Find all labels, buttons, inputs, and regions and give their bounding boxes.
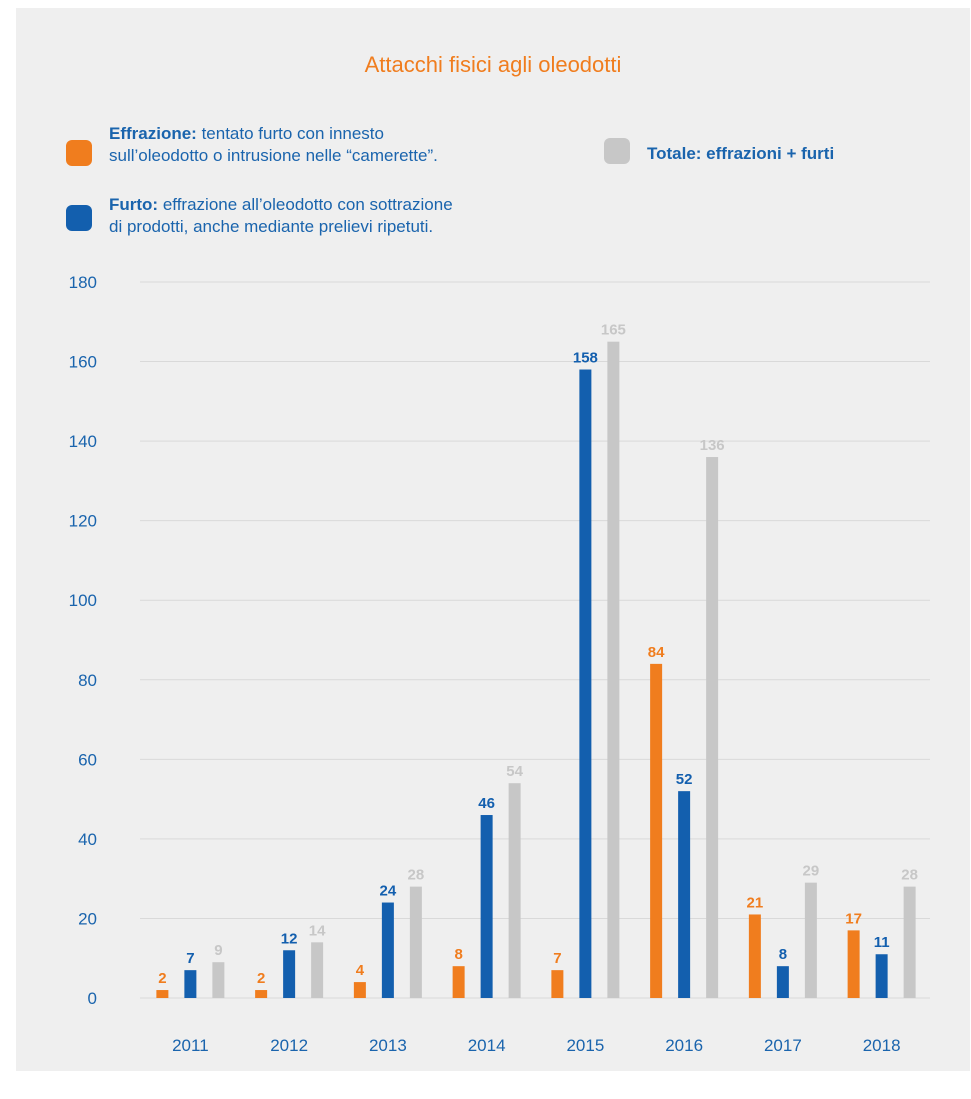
data-label: 29 xyxy=(803,863,820,880)
y-tick-label: 80 xyxy=(78,671,97,690)
chart-title: Attacchi fisici agli oleodotti xyxy=(364,52,622,77)
x-tick-label: 2018 xyxy=(863,1036,901,1055)
bar-furto xyxy=(184,970,197,998)
x-tick-label: 2012 xyxy=(270,1036,308,1055)
y-tick-label: 40 xyxy=(78,830,97,849)
data-label: 136 xyxy=(700,437,725,454)
bar-totale xyxy=(311,942,324,998)
legend-swatch-effrazione xyxy=(66,140,92,166)
data-label: 24 xyxy=(380,883,397,900)
y-tick-label: 160 xyxy=(69,353,97,372)
legend-totale: Totale: effrazioni + furti xyxy=(647,143,947,165)
legend-furto-line2: di prodotti, anche mediante prelievi rip… xyxy=(109,217,434,236)
data-label: 4 xyxy=(356,962,365,979)
data-label: 2 xyxy=(257,970,265,987)
data-label: 2 xyxy=(158,970,166,987)
legend-furto-term: Furto: xyxy=(109,195,159,214)
data-label: 46 xyxy=(478,795,495,812)
bar-totale xyxy=(706,457,719,998)
data-label: 7 xyxy=(553,950,561,967)
x-tick-label: 2014 xyxy=(468,1036,506,1055)
data-label: 28 xyxy=(408,867,425,884)
bar-furto xyxy=(381,902,394,998)
data-label: 54 xyxy=(506,763,523,780)
y-tick-label: 120 xyxy=(69,512,97,531)
bar-totale xyxy=(903,886,916,998)
data-label: 8 xyxy=(454,946,462,963)
x-tick-label: 2013 xyxy=(369,1036,407,1055)
bar-totale xyxy=(409,886,422,998)
data-label: 17 xyxy=(845,910,862,927)
y-tick-label: 20 xyxy=(78,909,97,928)
bar-effrazione xyxy=(353,982,366,998)
x-tick-label: 2017 xyxy=(764,1036,802,1055)
bar-effrazione xyxy=(650,663,663,998)
data-label: 11 xyxy=(874,934,890,951)
data-label: 21 xyxy=(747,894,764,911)
x-tick-label: 2016 xyxy=(665,1036,703,1055)
x-tick-label: 2015 xyxy=(566,1036,604,1055)
bar-totale xyxy=(607,341,620,999)
data-label: 12 xyxy=(281,930,298,947)
bar-furto xyxy=(678,791,691,998)
chart-panel: Attacchi fisici agli oleodotti xyxy=(16,8,970,1071)
data-label: 14 xyxy=(309,922,326,939)
legend-swatch-totale xyxy=(604,138,630,164)
bar-effrazione xyxy=(551,970,564,998)
bar-totale xyxy=(508,783,521,998)
legend-furto: Furto: effrazione all’oleodotto con sott… xyxy=(109,194,579,238)
legend-effrazione-line1: tentato furto con innesto xyxy=(201,124,384,143)
x-tick-label: 2011 xyxy=(172,1036,209,1055)
legend-furto-line1: effrazione all’oleodotto con sottrazione xyxy=(162,195,453,214)
data-label: 7 xyxy=(186,950,194,967)
data-label: 28 xyxy=(901,867,918,884)
y-tick-label: 180 xyxy=(69,273,97,292)
bar-effrazione xyxy=(452,966,465,998)
bar-furto xyxy=(875,954,888,998)
legend-totale-term: Totale: effrazioni + furti xyxy=(647,144,835,163)
data-label: 8 xyxy=(779,946,787,963)
bar-furto xyxy=(579,369,592,998)
y-tick-label: 140 xyxy=(69,432,97,451)
y-tick-label: 100 xyxy=(69,591,97,610)
bar-effrazione xyxy=(847,930,860,998)
legend-effrazione-term: Effrazione: xyxy=(109,124,197,143)
bar-totale xyxy=(804,882,817,998)
bar-effrazione xyxy=(156,990,169,998)
y-tick-label: 0 xyxy=(88,989,97,1008)
data-label: 52 xyxy=(676,771,693,788)
data-label: 84 xyxy=(648,644,665,661)
bar-effrazione xyxy=(255,990,268,998)
bar-furto xyxy=(283,950,296,998)
data-label: 158 xyxy=(573,350,598,367)
data-label: 165 xyxy=(601,322,626,339)
bar-furto xyxy=(776,966,789,998)
data-label: 9 xyxy=(214,942,222,959)
bar-totale xyxy=(212,962,225,998)
legend-effrazione-line2: sull’oleodotto o intrusione nelle “camer… xyxy=(109,146,438,165)
legend-swatch-furto xyxy=(66,205,92,231)
y-tick-label: 60 xyxy=(78,750,97,769)
bar-furto xyxy=(480,815,493,998)
bar-effrazione xyxy=(748,914,761,998)
legend-effrazione: Effrazione: tentato furto con innesto su… xyxy=(109,123,579,167)
